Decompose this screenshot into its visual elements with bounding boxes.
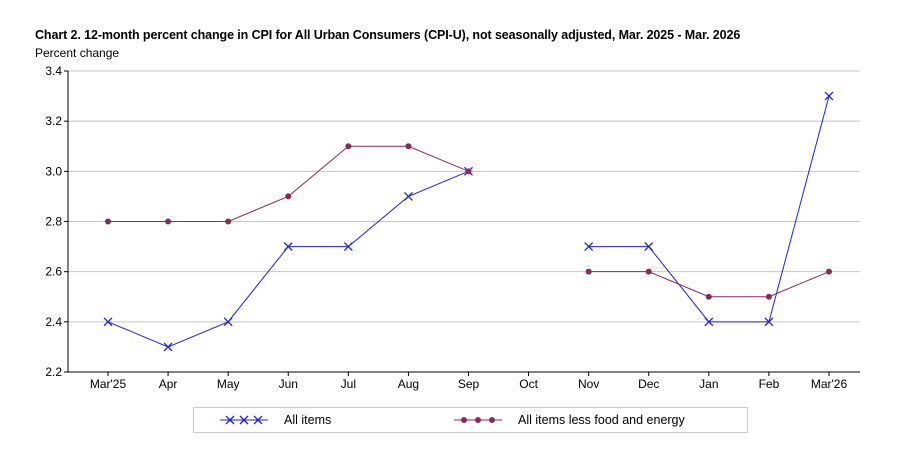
data-point-all-items — [223, 317, 233, 327]
data-point-core — [285, 193, 292, 200]
x-tick-label: Nov — [578, 377, 599, 391]
data-point-all-items — [644, 242, 654, 252]
data-point-all-items — [283, 242, 293, 252]
legend-item-all-items: All items — [218, 408, 331, 432]
data-point-core — [105, 218, 111, 225]
data-point-core — [645, 268, 652, 275]
chart-title: Chart 2. 12-month percent change in CPI … — [35, 28, 741, 42]
data-point-core — [405, 143, 412, 150]
x-tick-label: Jan — [699, 377, 718, 391]
x-tick-label: Oct — [519, 377, 538, 391]
y-tick-label: 2.6 — [45, 265, 62, 279]
x-tick-label: Feb — [759, 377, 780, 391]
data-point-core — [765, 293, 772, 300]
y-tick-label: 3.4 — [45, 64, 62, 78]
y-tick-label: 3.2 — [45, 114, 62, 128]
legend-swatch-all-items — [220, 415, 268, 425]
x-tick-label: May — [217, 377, 240, 391]
data-point-core — [345, 143, 352, 150]
y-tick-label: 2.2 — [45, 365, 62, 379]
x-tick-label: Apr — [159, 377, 178, 391]
x-tick-label: Aug — [398, 377, 419, 391]
data-point-all-items — [824, 91, 834, 101]
data-point-all-items — [343, 242, 353, 252]
x-tick-label: Mar'26 — [811, 377, 848, 391]
x-tick-label: Dec — [638, 377, 659, 391]
data-point-all-items — [163, 342, 173, 352]
data-point-core — [585, 268, 592, 275]
legend-label-core: All items less food and energy — [518, 413, 685, 427]
data-point-core — [465, 168, 472, 175]
data-point-all-items — [764, 317, 774, 327]
legend-label-all-items: All items — [284, 413, 332, 427]
x-tick-label: Jun — [279, 377, 298, 391]
x-tick-label: Sep — [458, 377, 480, 391]
y-tick-label: 3.0 — [45, 164, 62, 178]
y-axis-label: Percent change — [35, 46, 120, 60]
y-tick-label: 2.4 — [45, 315, 62, 329]
data-point-core — [826, 268, 832, 275]
data-point-core — [165, 218, 172, 225]
legend-item-core: All items less food and energy — [452, 408, 685, 432]
chart-legend: All items All items less food and energy — [193, 407, 748, 433]
series-line-1 — [588, 271, 830, 298]
legend-swatch-core — [454, 417, 502, 423]
data-point-all-items — [704, 317, 714, 327]
x-tick-label: Mar'25 — [90, 377, 127, 391]
y-tick-label: 2.8 — [45, 215, 62, 229]
series-line-1 — [108, 145, 469, 222]
series-line-0 — [588, 95, 830, 323]
chart-plot: 2.2 2.4 2.6 2.8 3.0 3.2 3.4 Mar'25 Apr May Jun Jul A… — [45, 64, 860, 391]
data-point-all-items — [403, 191, 413, 201]
x-tick-label: Jul — [341, 377, 356, 391]
data-point-core — [225, 218, 232, 225]
data-point-all-items — [584, 242, 594, 252]
data-point-all-items — [103, 317, 113, 327]
data-point-core — [705, 293, 712, 300]
